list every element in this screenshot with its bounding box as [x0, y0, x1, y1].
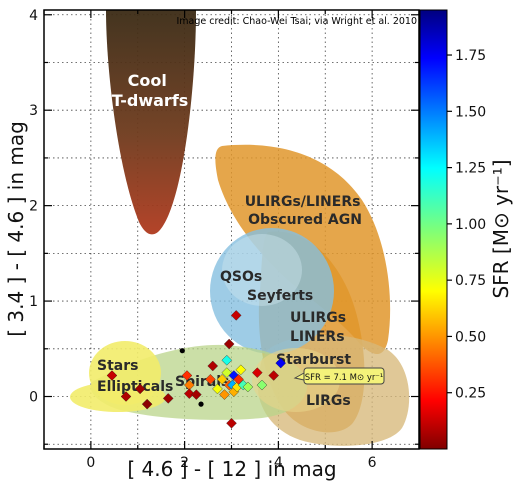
data-point — [216, 374, 228, 385]
image-credit: Image credit: Chao-Wei Tsai; via Wright … — [176, 16, 417, 27]
region-t-dwarfs — [106, 10, 196, 235]
y-tick-label: 0 — [29, 390, 38, 406]
label-ulirgs-obscured-agn-line2: Obscured AGN — [248, 212, 362, 228]
region-starburst — [252, 348, 340, 412]
colorbar — [419, 9, 448, 450]
data-point — [221, 367, 233, 378]
data-point — [141, 398, 153, 410]
data-point — [184, 388, 195, 399]
data-point — [268, 370, 279, 381]
label-seyferts: Seyferts — [247, 288, 313, 304]
x-axis-title: [ 4.6 ] - [ 12 ] in mag — [127, 457, 336, 481]
data-point — [181, 370, 193, 381]
data-point — [212, 383, 223, 395]
data-point — [226, 417, 237, 429]
data-point — [275, 357, 287, 369]
data-points — [106, 310, 287, 429]
x-tick-label: 0 — [86, 455, 95, 471]
label-lirgs: LIRGs — [306, 393, 351, 409]
colorbar-tick-label: 1.50 — [455, 104, 486, 120]
label-starburst: Starburst — [276, 352, 351, 368]
data-point — [256, 379, 268, 391]
y-tick-label: 4 — [29, 8, 38, 24]
data-point — [242, 381, 254, 393]
label-ulirgs-obscured-agn: ULIRGs/LINERs Obscured AGN — [245, 194, 366, 228]
data-point — [134, 383, 146, 395]
colorbar-tick-label: 0.50 — [455, 329, 486, 345]
label-ulirgs-liners: ULIRGs LINERs — [290, 310, 351, 345]
data-point — [228, 370, 240, 381]
data-point — [221, 354, 233, 366]
data-point — [235, 364, 247, 376]
x-tick-label: 4 — [274, 455, 283, 471]
x-axis: 0 2 4 6 — [43, 10, 420, 471]
colorbar-ticks: 0.25 0.50 0.75 1.00 1.25 1.50 1.75 — [447, 48, 486, 402]
data-point — [162, 393, 174, 404]
data-point — [106, 370, 118, 381]
colorbar-tick-label: 1.25 — [455, 161, 486, 177]
y-tick-label: 1 — [29, 294, 38, 310]
colorbar-tick-label: 1.00 — [455, 217, 486, 233]
y-axis: 0 1 2 3 4 — [29, 8, 419, 445]
sfr-annotation: SFR = 7.1 M⊙ yr⁻¹ — [293, 367, 385, 385]
y-axis-title: [ 3.4 ] - [ 4.6 ] in mag — [4, 121, 28, 337]
sfr-annotation-pointer — [293, 372, 305, 381]
colorbar-title: SFR [M⊙ yr⁻¹] — [489, 159, 513, 298]
label-stars: Stars — [97, 358, 138, 374]
label-cool-t-dwarfs-line1: Cool — [128, 71, 167, 90]
data-point — [191, 389, 202, 400]
data-point — [223, 338, 235, 350]
region-labels: Cool T-dwarfs ULIRGs/LINERs Obscured AGN… — [97, 71, 366, 409]
data-point — [233, 374, 244, 385]
colorbar-tick-label: 0.75 — [455, 273, 486, 289]
label-ulirgs-liners-line2: LINERs — [290, 329, 345, 345]
x-tick-label: 6 — [368, 455, 377, 471]
label-cool-t-dwarfs-line2: T-dwarfs — [112, 91, 189, 110]
label-ulirgs-obscured-agn-line1: ULIRGs/LINERs — [245, 194, 361, 210]
label-qsos: QSOs — [220, 269, 262, 285]
label-ellipticals: Ellipticals — [97, 379, 173, 395]
x-tick-label: 2 — [180, 455, 189, 471]
data-point — [207, 360, 219, 372]
region-qsos-seyferts — [210, 228, 334, 354]
data-point — [219, 389, 230, 400]
data-point — [179, 348, 185, 354]
region-seyferts-inner — [222, 234, 302, 306]
label-ulirgs-liners-line1: ULIRGs — [290, 310, 346, 326]
data-point — [120, 391, 132, 402]
data-point — [198, 401, 204, 407]
sfr-annotation-text: SFR = 7.1 M⊙ yr⁻¹ — [305, 373, 384, 383]
y-tick-label: 3 — [29, 103, 38, 119]
label-cool-t-dwarfs: Cool T-dwarfs — [112, 71, 189, 110]
colorbar-tick-label: 0.25 — [455, 386, 486, 402]
y-tick-label: 2 — [29, 199, 38, 215]
data-point — [251, 367, 263, 378]
data-point — [205, 374, 216, 385]
data-point — [230, 310, 242, 321]
colorbar-tick-label: 1.75 — [455, 48, 486, 64]
